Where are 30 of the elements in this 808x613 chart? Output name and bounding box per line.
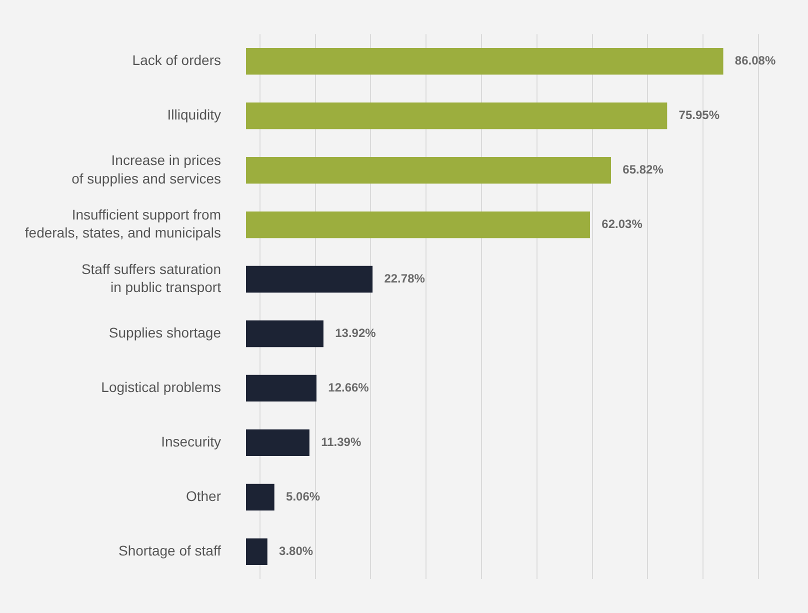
data-label: 65.82% (622, 162, 664, 177)
bar (246, 156, 612, 184)
bar (246, 266, 373, 293)
data-label: 11.39% (321, 435, 362, 450)
y-tick-label: Shortage of staff (118, 542, 222, 559)
data-label: 22.78% (384, 272, 426, 286)
y-tick-label: Insecurity (161, 434, 221, 450)
y-tick-label: Increase in prices of supplies and services (72, 152, 221, 186)
y-tick-label: Illiquidity (167, 106, 221, 123)
bar (246, 538, 268, 565)
bar (246, 374, 316, 402)
bar (246, 429, 310, 456)
bar (246, 484, 274, 511)
data-label: 75.95% (678, 108, 720, 122)
y-tick-label: Lack of orders (132, 52, 221, 68)
data-label: 86.08% (734, 54, 776, 68)
y-tick-label: Staff suffers saturation in public transport (81, 261, 222, 296)
bar (246, 102, 668, 130)
y-tick-label: Insufficient support from federals, states, and municipals (24, 206, 221, 241)
data-label: 62.03% (602, 217, 643, 232)
bar (246, 48, 724, 75)
bar (246, 211, 590, 238)
data-label: 13.92% (335, 326, 376, 340)
y-tick-label: Logistical problems (101, 379, 221, 396)
y-tick-label: Supplies shortage (108, 324, 222, 341)
data-label: 5.06% (286, 489, 320, 504)
y-tick-label: Other (186, 488, 222, 504)
bar (246, 320, 324, 348)
data-label: 3.80% (279, 544, 314, 558)
data-label: 12.66% (328, 380, 370, 395)
